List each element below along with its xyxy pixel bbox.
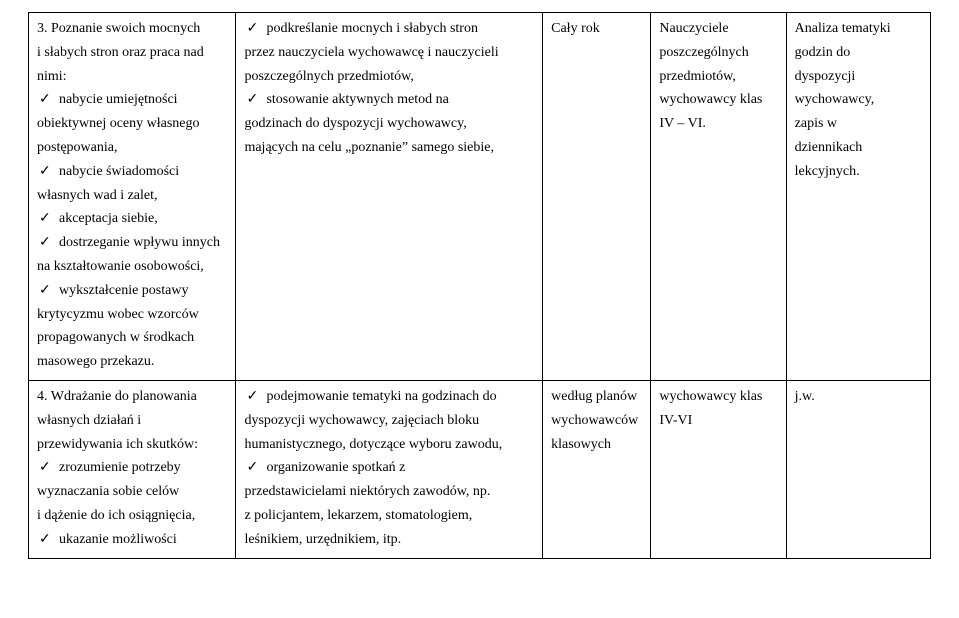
cell-line: poszczególnych przedmiotów, [244, 65, 534, 89]
cell-line: stosowanie aktywnych metod na [244, 88, 534, 112]
cell-line: ukazanie możliwości [37, 528, 227, 552]
cell-line: postępowania, [37, 136, 227, 160]
cell-line: własnych działań i [37, 409, 227, 433]
cell-line: podkreślanie mocnych i słabych stron [244, 17, 534, 41]
cell-line: zapis w [795, 112, 922, 136]
cell-line: przez nauczyciela wychowawcę i nauczycie… [244, 41, 534, 65]
cell-line: dyspozycji [795, 65, 922, 89]
cell-line: masowego przekazu. [37, 350, 227, 374]
table-row: 3. Poznanie swoich mocnychi słabych stro… [29, 13, 931, 381]
cell-line: wychowawcy klas [659, 385, 777, 409]
cell-line: wychowawcy, [795, 88, 922, 112]
cell-line: 3. Poznanie swoich mocnych [37, 17, 227, 41]
cell-line: Cały rok [551, 17, 642, 41]
cell-line: nabycie umiejętności [37, 88, 227, 112]
cell-line: wyznaczania sobie celów [37, 480, 227, 504]
table-cell: 3. Poznanie swoich mocnychi słabych stro… [29, 13, 236, 381]
cell-line: przedstawicielami niektórych zawodów, np… [244, 480, 534, 504]
cell-line: według planów [551, 385, 642, 409]
cell-line: wykształcenie postawy [37, 279, 227, 303]
cell-line: zrozumienie potrzeby [37, 456, 227, 480]
table-cell: według planówwychowawcówklasowych [543, 380, 651, 558]
cell-line: klasowych [551, 433, 642, 457]
cell-line: przedmiotów, [659, 65, 777, 89]
cell-line: wychowawcy klas [659, 88, 777, 112]
cell-line: organizowanie spotkań z [244, 456, 534, 480]
cell-line: nimi: [37, 65, 227, 89]
cell-line: Analiza tematyki [795, 17, 922, 41]
cell-line: IV – VI. [659, 112, 777, 136]
cell-line: własnych wad i zalet, [37, 184, 227, 208]
table-cell: podkreślanie mocnych i słabych stronprze… [236, 13, 543, 381]
cell-line: dziennikach [795, 136, 922, 160]
cell-line: akceptacja siebie, [37, 207, 227, 231]
cell-line: z policjantem, lekarzem, stomatologiem, [244, 504, 534, 528]
cell-line: obiektywnej oceny własnego [37, 112, 227, 136]
cell-line: lekcyjnych. [795, 160, 922, 184]
cell-line: godzinach do dyspozycji wychowawcy, [244, 112, 534, 136]
cell-line: humanistycznego, dotyczące wyboru zawodu… [244, 433, 534, 457]
table-cell: Analiza tematykigodzin dodyspozycjiwycho… [786, 13, 930, 381]
cell-line: dyspozycji wychowawcy, zajęciach bloku [244, 409, 534, 433]
table-cell: Cały rok [543, 13, 651, 381]
cell-line: i dążenie do ich osiągnięcia, [37, 504, 227, 528]
cell-line: poszczególnych [659, 41, 777, 65]
cell-line: leśnikiem, urzędnikiem, itp. [244, 528, 534, 552]
cell-line: Nauczyciele [659, 17, 777, 41]
cell-line: propagowanych w środkach [37, 326, 227, 350]
cell-line: krytycyzmu wobec wzorców [37, 303, 227, 327]
cell-line: mających na celu „poznanie” samego siebi… [244, 136, 534, 160]
cell-line: podejmowanie tematyki na godzinach do [244, 385, 534, 409]
document-table: 3. Poznanie swoich mocnychi słabych stro… [28, 12, 931, 559]
cell-line: godzin do [795, 41, 922, 65]
table-cell: wychowawcy klasIV-VI [651, 380, 786, 558]
cell-line: przewidywania ich skutków: [37, 433, 227, 457]
table-row: 4. Wdrażanie do planowaniawłasnych dział… [29, 380, 931, 558]
cell-line: dostrzeganie wpływu innych [37, 231, 227, 255]
table-cell: j.w. [786, 380, 930, 558]
table-cell: podejmowanie tematyki na godzinach dodys… [236, 380, 543, 558]
cell-line: i słabych stron oraz praca nad [37, 41, 227, 65]
table-cell: 4. Wdrażanie do planowaniawłasnych dział… [29, 380, 236, 558]
cell-line: nabycie świadomości [37, 160, 227, 184]
cell-line: na kształtowanie osobowości, [37, 255, 227, 279]
cell-line: wychowawców [551, 409, 642, 433]
cell-line: IV-VI [659, 409, 777, 433]
cell-line: j.w. [795, 385, 922, 409]
cell-line: 4. Wdrażanie do planowania [37, 385, 227, 409]
table-cell: Nauczycieleposzczególnychprzedmiotów,wyc… [651, 13, 786, 381]
